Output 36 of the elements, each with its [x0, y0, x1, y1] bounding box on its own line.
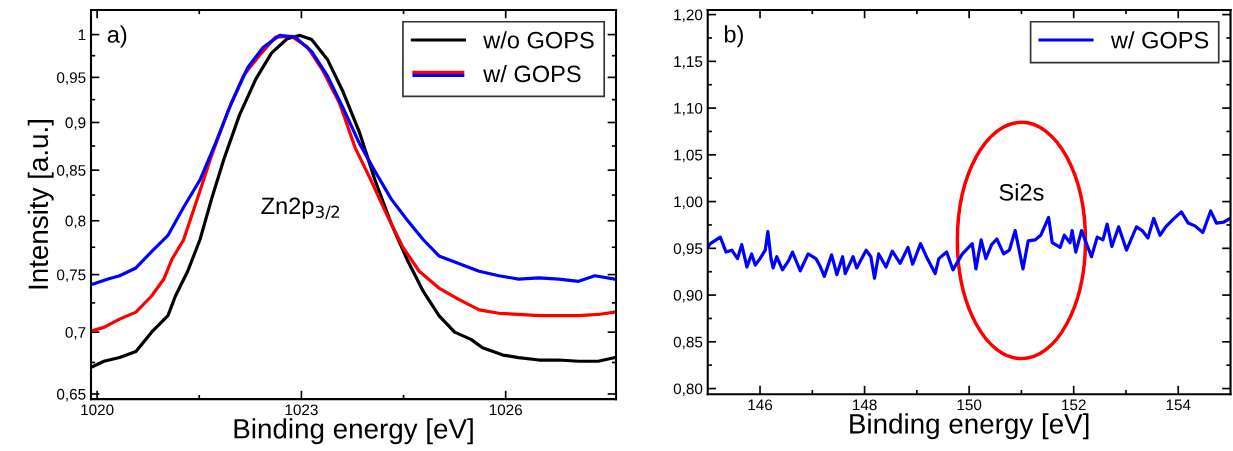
y-tick-label: 0,80 — [673, 383, 703, 397]
y-tick-label: 0,9 — [65, 117, 86, 130]
y-tick-label: 0,95 — [673, 243, 703, 256]
x-tick-label: 154 — [1166, 399, 1191, 411]
annotation: Si2s — [999, 183, 1044, 201]
y-tick-label: 0,75 — [57, 269, 86, 283]
y-tick-label: 1 — [78, 29, 86, 41]
x-tick-label: 1020 — [81, 404, 114, 416]
x-tick-label: 146 — [748, 399, 773, 411]
y-axis-title: Intensity [a.u.] — [27, 120, 54, 289]
x-tick-label: 152 — [1062, 399, 1086, 411]
legend-label: w/o GOPS — [483, 31, 594, 49]
y-tick-label: 0,65 — [57, 388, 86, 402]
annotation: Zn2p$_{3/2}$ — [261, 197, 340, 220]
y-tick-label: 0,90 — [673, 289, 703, 303]
y-tick-label: 1,00 — [674, 196, 703, 210]
line-series — [707, 209, 1231, 280]
annotation: a) — [107, 25, 127, 48]
y-tick-label: 1,15 — [674, 56, 703, 69]
x-axis-title: Binding energy [eV] — [234, 418, 473, 445]
x-tick-label: 1026 — [489, 404, 523, 416]
y-tick-label: 0,7 — [65, 327, 86, 340]
y-tick-label: 0,95 — [57, 72, 86, 85]
y-tick-label: 1,05 — [674, 149, 703, 163]
y-tick-label: 0,85 — [673, 336, 703, 350]
legend-label: w/ GOPS — [1110, 31, 1209, 49]
x-tick-label: 148 — [853, 399, 877, 411]
x-axis-title: Binding energy [eV] — [850, 413, 1089, 440]
y-tick-label: 1,20 — [674, 9, 703, 23]
x-tick-label: 1023 — [285, 404, 318, 416]
legend-label: w/ GOPS — [483, 64, 581, 83]
y-tick-label: 0,85 — [57, 165, 86, 178]
y-tick-label: 1,10 — [674, 102, 703, 116]
x-tick-label: 150 — [957, 399, 982, 411]
annotation: b) — [724, 25, 743, 48]
y-tick-label: 0,8 — [65, 215, 86, 229]
